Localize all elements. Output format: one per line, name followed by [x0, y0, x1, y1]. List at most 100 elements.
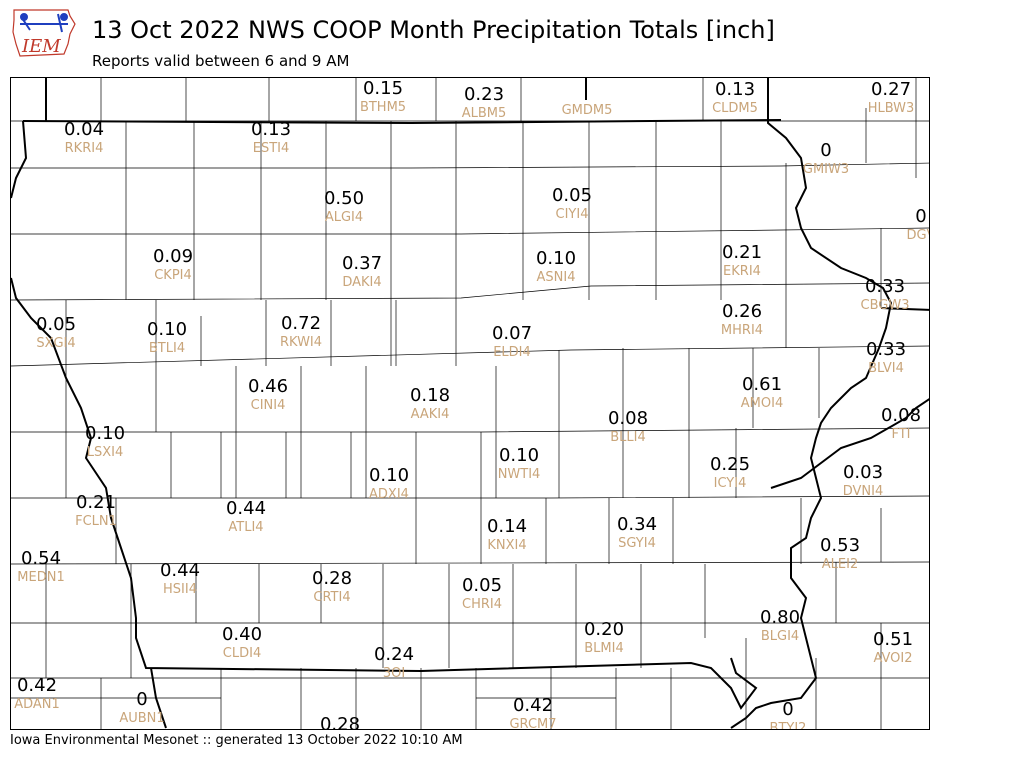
station-value: 0.10 [369, 465, 409, 486]
state-boundaries [11, 78, 929, 729]
station-id: CBGW3 [861, 298, 910, 313]
footer-credit: Iowa Environmental Mesonet :: generated … [10, 733, 463, 748]
station-id: ATLI4 [228, 520, 263, 535]
station-value: 0 [915, 206, 926, 227]
station-marker: GMDM5 [562, 103, 613, 118]
weather-symbols-icon [20, 13, 68, 33]
station-value: 0.15 [363, 78, 403, 99]
station-id: GMDM5 [562, 103, 613, 118]
station-value: 0.05 [462, 575, 502, 596]
station-id: EKRI4 [723, 264, 761, 279]
station-id: SXGI4 [36, 336, 75, 351]
station-id: CLDI4 [223, 646, 261, 661]
station-id: CRTI4 [313, 590, 350, 605]
station-value: 0.51 [873, 629, 913, 650]
station-value: 0.13 [251, 119, 291, 140]
station-id: BTHM5 [360, 100, 406, 115]
station-id: ELDI4 [493, 345, 531, 360]
station-id: RKRI4 [65, 141, 104, 156]
station-id: ADAN1 [14, 697, 60, 712]
station-value: 0 [820, 140, 831, 161]
station-id: MHRI4 [721, 323, 763, 338]
station-value: 0.07 [492, 323, 532, 344]
station-id: 3OI [383, 666, 405, 681]
station-id: ADXI4 [369, 487, 409, 502]
station-value: 0.05 [36, 314, 76, 335]
station-id: AVOI2 [873, 651, 912, 666]
station-value: 0.34 [617, 514, 657, 535]
station-value: 0.25 [710, 454, 750, 475]
station-id: BLGI4 [761, 629, 799, 644]
station-id: ESTI4 [253, 141, 290, 156]
station-value: 0.28 [312, 568, 352, 589]
county-lines [11, 78, 929, 729]
station-id: DGV [907, 228, 930, 243]
station-value: 0.10 [147, 319, 187, 340]
station-id: BLMI4 [584, 641, 623, 656]
iem-logo: IEM [12, 9, 76, 57]
station-id: AAKI4 [411, 407, 450, 422]
station-value: 0.21 [722, 242, 762, 263]
map-panel: 0.15 BTHM5 0.23 ALBM5 GMDM5 0.13 CLDM5 0.27 HLBW… [10, 77, 930, 730]
station-value: 0.37 [342, 253, 382, 274]
station-value: 0 [136, 689, 147, 710]
station-value: 0.33 [866, 339, 906, 360]
station-value: 0.26 [722, 301, 762, 322]
station-id: ALGI4 [325, 210, 363, 225]
station-id: MEDN1 [17, 570, 64, 585]
station-value: 0.03 [843, 462, 883, 483]
station-value: 0.08 [881, 405, 921, 426]
station-id: SGYI4 [618, 536, 656, 551]
station-id: AUBN1 [119, 711, 164, 726]
station-id: CIYI4 [556, 207, 589, 222]
station-value: 0.46 [248, 376, 288, 397]
station-id: BLVI4 [868, 361, 904, 376]
station-value: 0.61 [742, 374, 782, 395]
station-id: CINI4 [251, 398, 286, 413]
iowa-outline-icon [12, 9, 76, 57]
station-value: 0.04 [64, 119, 104, 140]
station-id: NWTI4 [498, 467, 541, 482]
station-id: AMOI4 [741, 396, 783, 411]
map-subtitle: Reports valid between 6 and 9 AM [92, 52, 350, 70]
station-value: 0.42 [17, 675, 57, 696]
station-value: 0.50 [324, 188, 364, 209]
station-value: 0.10 [85, 423, 125, 444]
station-id: HLBW3 [868, 101, 915, 116]
station-id: ICYI4 [714, 476, 747, 491]
station-id: LSXI4 [87, 445, 124, 460]
station-value: 0.23 [464, 84, 504, 105]
station-id: ALEI2 [822, 557, 858, 572]
